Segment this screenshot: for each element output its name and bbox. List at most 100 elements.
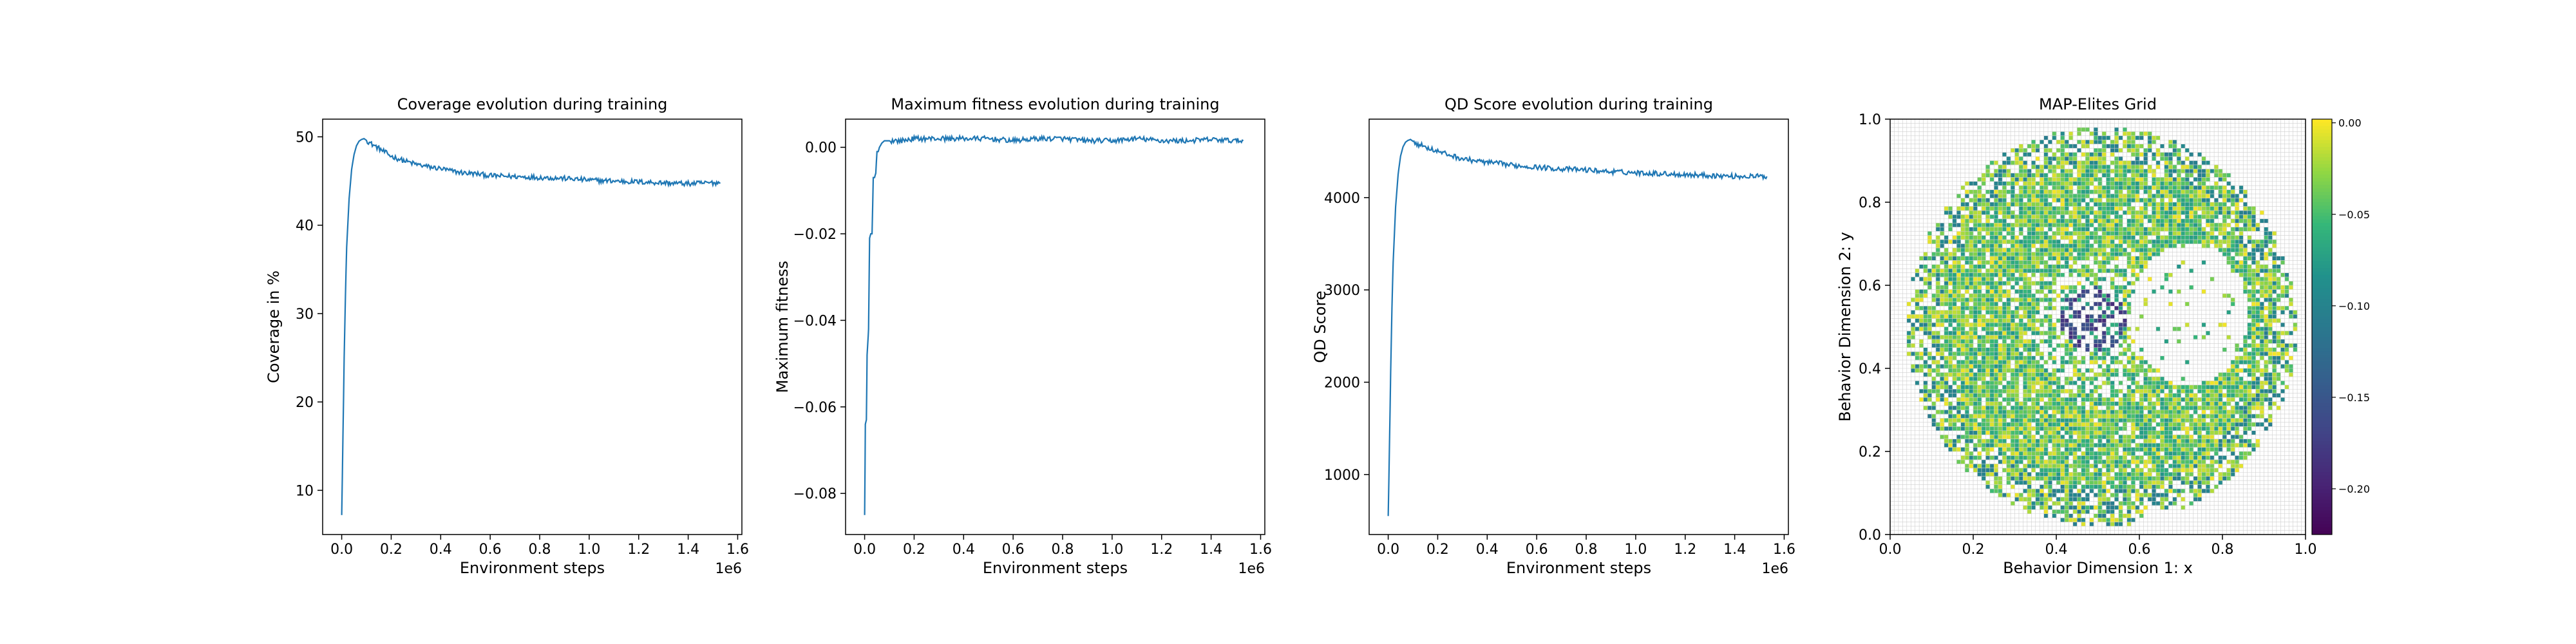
heatmap-cell	[2056, 318, 2061, 323]
heatmap-cell	[2184, 410, 2190, 415]
heatmap-cell	[2081, 264, 2086, 269]
heatmap-cell	[2251, 393, 2256, 398]
heatmap-cell	[2018, 177, 2023, 182]
heatmap-cell	[2085, 451, 2090, 456]
heatmap-cell	[1994, 347, 1998, 352]
heatmap-cell	[2147, 384, 2152, 390]
heatmap-cell	[2027, 422, 2032, 427]
heatmap-cell	[2210, 277, 2215, 281]
heatmap-cell	[1985, 422, 1991, 427]
x-tick-label: 1.0	[578, 542, 600, 558]
heatmap-cell	[1981, 235, 1986, 240]
heatmap-cell	[2226, 422, 2231, 427]
heatmap-cell	[2268, 413, 2273, 419]
heatmap-cell	[2131, 480, 2136, 485]
heatmap-cell	[1998, 177, 2003, 182]
heatmap-cell	[1931, 381, 1937, 386]
heatmap-cell	[2143, 430, 2148, 435]
heatmap-cell	[2106, 497, 2111, 502]
heatmap-cell	[2206, 476, 2210, 481]
heatmap-cell	[2027, 298, 2032, 303]
heatmap-cell	[2123, 352, 2127, 356]
heatmap-cell	[2043, 272, 2049, 278]
heatmap-cell	[2139, 443, 2144, 448]
heatmap-cell	[2230, 202, 2235, 207]
heatmap-cell	[1952, 235, 1957, 240]
heatmap-cell	[2002, 227, 2007, 232]
heatmap-cell	[2072, 347, 2078, 352]
heatmap-cell	[1944, 381, 1949, 386]
heatmap-cell	[2089, 422, 2094, 427]
heatmap-cell	[2101, 413, 2107, 419]
heatmap-cell	[2018, 330, 2023, 336]
heatmap-cell	[2135, 264, 2140, 269]
heatmap-cell	[2072, 472, 2078, 477]
heatmap-cell	[2160, 218, 2164, 223]
heatmap-cell	[2081, 426, 2086, 431]
heatmap-cell	[2239, 214, 2244, 220]
heatmap-cell	[1989, 247, 1994, 252]
heatmap-cell	[2260, 252, 2264, 257]
heatmap-cell	[2160, 422, 2164, 427]
heatmap-cell	[1965, 277, 1969, 281]
heatmap-cell	[2135, 218, 2140, 223]
heatmap-cell	[2126, 505, 2132, 510]
heatmap-cell	[2152, 243, 2157, 249]
heatmap-cell	[2035, 144, 2040, 149]
heatmap-cell	[2094, 135, 2098, 140]
heatmap-cell	[2110, 247, 2115, 252]
heatmap-cell	[2289, 281, 2293, 286]
heatmap-cell	[2172, 459, 2177, 464]
heatmap-cell	[2011, 347, 2015, 352]
heatmap-cell	[2189, 285, 2194, 290]
heatmap-cell	[2143, 505, 2148, 510]
heatmap-cell	[2023, 173, 2028, 178]
heatmap-cell	[1985, 277, 1991, 281]
heatmap-cell	[2048, 181, 2052, 186]
heatmap-cell	[1989, 327, 1994, 332]
heatmap-cell	[2014, 218, 2020, 223]
heatmap-cell	[2230, 406, 2235, 410]
heatmap-cell	[2118, 160, 2123, 166]
heatmap-cell	[1969, 376, 1974, 381]
heatmap-cell	[2043, 484, 2049, 489]
heatmap-cell	[2081, 464, 2086, 469]
heatmap-cell	[2002, 352, 2007, 356]
heatmap-cell	[2189, 464, 2194, 469]
heatmap-cell	[2106, 476, 2111, 481]
heatmap-cell	[2201, 401, 2206, 406]
heatmap-cell	[2052, 459, 2057, 464]
heatmap-cell	[1985, 198, 1991, 203]
heatmap-cell	[1969, 240, 1974, 244]
heatmap-cell	[1998, 443, 2003, 448]
heatmap-cell	[1998, 451, 2003, 456]
heatmap-cell	[2043, 447, 2049, 452]
heatmap-cell	[2264, 227, 2269, 232]
heatmap-cell	[2247, 298, 2252, 303]
heatmap-cell	[1923, 323, 1928, 327]
heatmap-cell	[2206, 389, 2210, 393]
heatmap-cell	[2011, 247, 2015, 252]
heatmap-cell	[1989, 435, 1994, 439]
heatmap-cell	[2023, 468, 2028, 473]
heatmap-cell	[2293, 323, 2298, 327]
heatmap-cell	[2098, 135, 2103, 140]
heatmap-cell	[2035, 269, 2040, 273]
heatmap-cell	[2123, 202, 2127, 207]
heatmap-cell	[1944, 435, 1949, 439]
heatmap-cell	[1927, 306, 1932, 310]
heatmap-cell	[2184, 218, 2190, 223]
heatmap-cell	[2160, 476, 2164, 481]
heatmap-cell	[2085, 189, 2090, 194]
heatmap-cell	[2172, 406, 2177, 410]
heatmap-cell	[2126, 231, 2132, 236]
heatmap-cell	[2164, 218, 2169, 223]
heatmap-cell	[2131, 447, 2136, 452]
heatmap-cell	[1985, 368, 1991, 373]
heatmap-cell	[2201, 435, 2206, 439]
heatmap-cell	[2210, 430, 2215, 435]
y-tick-label: 1000	[1324, 468, 1360, 484]
heatmap-cell	[2222, 252, 2227, 257]
heatmap-cell	[2160, 214, 2164, 220]
heatmap-cell	[2048, 140, 2052, 144]
